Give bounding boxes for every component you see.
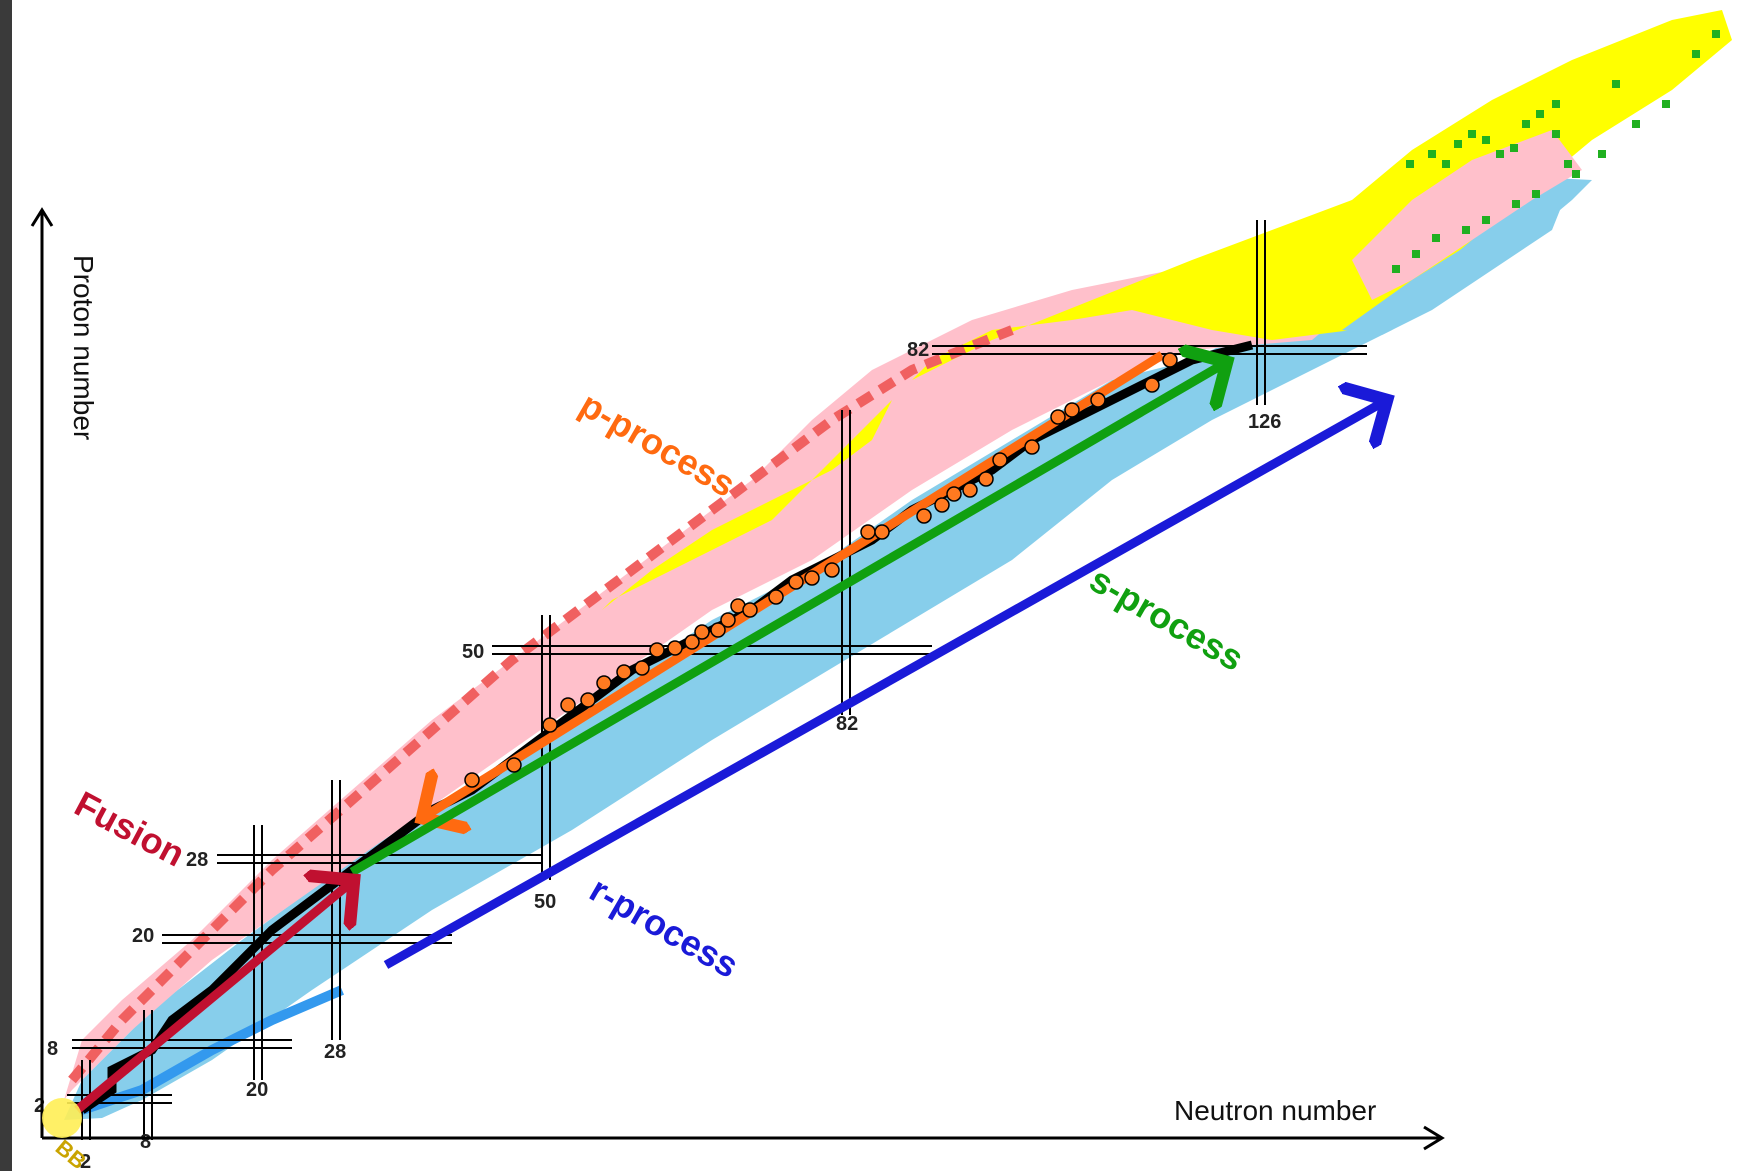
fission-dot	[1406, 160, 1414, 168]
orange-dot-icon	[1050, 409, 1066, 425]
fission-dot	[1564, 160, 1572, 168]
y-axis-arrowhead	[30, 207, 54, 227]
orange-dot-icon	[860, 524, 876, 540]
deep-neutron-fringe	[80, 985, 344, 1115]
fission-dot	[1552, 100, 1560, 108]
orange-dot-icon	[742, 602, 758, 618]
fission-dot	[1532, 190, 1540, 198]
orange-dot-icon	[946, 486, 962, 502]
nuclide-chart-svg: 2 8 20 28 50 82 2 8 20 28 50 82 126 Prot…	[30, 10, 1732, 1171]
fission-dot	[1572, 170, 1580, 178]
r-process-label: r-process	[583, 868, 746, 986]
fusion-arrow	[74, 880, 354, 1114]
fission-dot	[1692, 50, 1700, 58]
orange-dot-icon	[616, 664, 632, 680]
magic-proton-82: 82	[907, 339, 929, 361]
magic-proton-8: 8	[47, 1038, 58, 1060]
orange-dot-icon	[1144, 377, 1160, 393]
fission-dot	[1510, 144, 1518, 152]
fission-dot	[1552, 130, 1560, 138]
orange-dot-icon	[710, 622, 726, 638]
orange-dot-icon	[934, 497, 950, 513]
magic-neutron-2: 2	[80, 1151, 91, 1171]
fission-dot	[1536, 110, 1544, 118]
magic-proton-28: 28	[186, 849, 208, 871]
fission-dot	[1412, 250, 1420, 258]
fission-dot	[1454, 140, 1462, 148]
valley-of-stability	[79, 340, 1254, 1114]
orange-dot-icon	[464, 772, 480, 788]
magic-neutron-8: 8	[140, 1131, 151, 1153]
orange-dot-icon	[804, 570, 820, 586]
orange-dot-icon	[542, 717, 558, 733]
fission-dot	[1468, 130, 1476, 138]
orange-dot-icon	[684, 634, 700, 650]
fission-dot	[1496, 150, 1504, 158]
orange-dot-icon	[1090, 392, 1106, 408]
fission-dot	[1522, 120, 1530, 128]
magic-number-lines	[67, 220, 1367, 1140]
s-process-arrow	[349, 362, 1227, 876]
magic-proton-2: 2	[34, 1095, 45, 1117]
fission-dot	[1512, 200, 1520, 208]
magic-neutron-126: 126	[1248, 411, 1281, 433]
orange-dot-icon	[649, 642, 665, 658]
orange-dot-icon	[1024, 439, 1040, 455]
x-axis-label: Neutron number	[1174, 1095, 1376, 1126]
magic-neutron-20: 20	[246, 1079, 268, 1101]
fission-dot	[1598, 150, 1606, 158]
magic-neutron-50: 50	[534, 891, 556, 913]
orange-dot-icon	[992, 452, 1008, 468]
fission-dot	[1442, 160, 1450, 168]
r-process-arrow	[383, 400, 1387, 969]
s-process-label: s-process	[1083, 558, 1251, 679]
orange-dot-icon	[1162, 352, 1178, 368]
magic-neutron-82: 82	[836, 713, 858, 735]
orange-dot-icon	[694, 624, 710, 640]
orange-dot-icon	[768, 589, 784, 605]
orange-dot-icon	[788, 574, 804, 590]
fission-dot	[1482, 136, 1490, 144]
orange-dot-icon	[824, 562, 840, 578]
orange-dot-icon	[1064, 402, 1080, 418]
fission-dot	[1712, 30, 1720, 38]
x-axis-arrowhead	[1423, 1125, 1445, 1151]
neutron-rich-upper	[1342, 180, 1572, 335]
fission-dot	[1462, 226, 1470, 234]
orange-dot-icon	[580, 692, 596, 708]
axes	[30, 207, 1445, 1151]
fission-dot	[1482, 216, 1490, 224]
fission-dot	[1432, 234, 1440, 242]
p-nuclei-dots	[464, 352, 1178, 788]
orange-dot-icon	[560, 697, 576, 713]
magic-neutron-28: 28	[324, 1041, 346, 1063]
proton-rich-upper	[1352, 130, 1582, 300]
fission-dot	[1632, 120, 1640, 128]
p-process-label: p-process	[573, 383, 743, 505]
yellow-circle-icon	[42, 1098, 82, 1138]
orange-dot-icon	[634, 660, 650, 676]
orange-dot-icon	[962, 482, 978, 498]
fission-dots	[1392, 30, 1720, 273]
orange-dot-icon	[506, 757, 522, 773]
magic-proton-20: 20	[132, 925, 154, 947]
fusion-label: Fusion	[68, 783, 191, 875]
orange-dot-icon	[978, 471, 994, 487]
orange-dot-icon	[720, 612, 736, 628]
fission-dot	[1428, 150, 1436, 158]
neutron-rich-region	[64, 178, 1592, 1120]
proton-drip-line	[68, 325, 1014, 1084]
orange-dot-icon	[667, 640, 683, 656]
orange-dot-icon	[874, 524, 890, 540]
y-axis-label: Proton number	[68, 255, 99, 440]
fission-dot	[1612, 80, 1620, 88]
fission-dot	[1392, 265, 1400, 273]
magic-proton-50: 50	[462, 641, 484, 663]
fission-dot	[1662, 100, 1670, 108]
orange-dot-icon	[916, 508, 932, 524]
orange-dot-icon	[596, 675, 612, 691]
chart-of-nuclides-canvas: 2 8 20 28 50 82 2 8 20 28 50 82 126 Prot…	[12, 0, 1740, 1171]
